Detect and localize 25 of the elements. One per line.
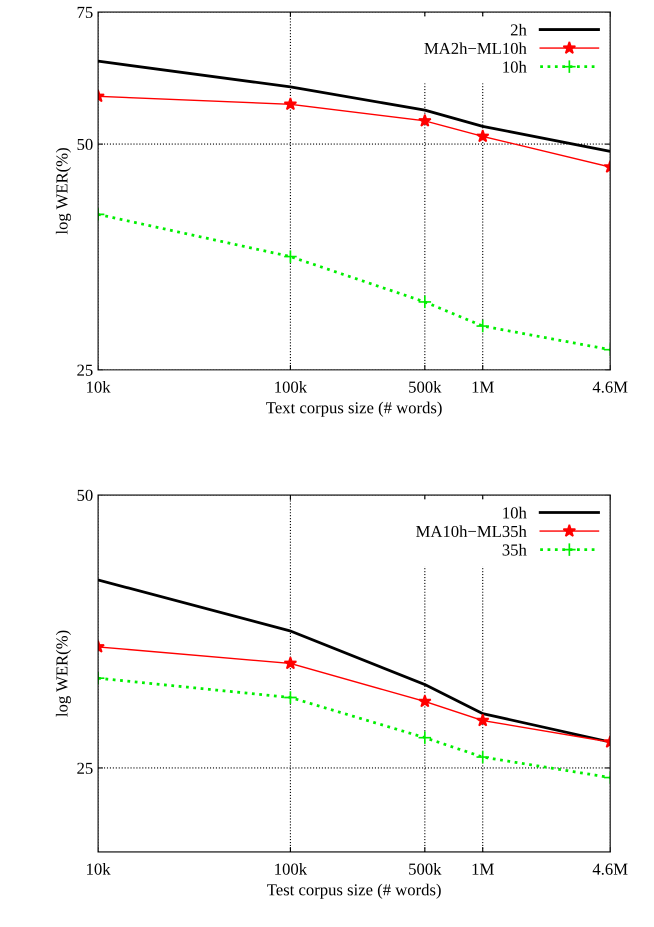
legend-label: 10h [503,506,527,519]
x-tick-label: 500k [409,380,442,393]
y-tick-label: 50 [78,490,93,501]
x-axis-title: Text corpus size (# words) [266,402,442,417]
x-axis-title: Test corpus size (# words) [267,884,441,899]
y-axis-title: log WER(%) [56,630,72,717]
y-tick-label: 75 [78,6,93,18]
y-tick-label: 25 [77,364,93,376]
legend-label: MA10h−ML35h [416,525,527,538]
legend-label: 10h [503,60,527,73]
y-tick-label: 50 [78,138,93,150]
x-tick-label: 10k [87,380,111,393]
x-tick-label: 500k [409,863,442,875]
legend-label: 2h [510,24,527,36]
x-tick-label: 4.6M [592,382,628,393]
x-tick-label: 10k [87,863,111,875]
x-tick-label: 4.6M [592,864,628,875]
y-axis-title: log WER(%) [56,148,72,234]
legend-label: 35h [502,544,527,556]
x-tick-label: 100k [275,380,308,393]
x-tick-label: 1M [472,864,494,875]
y-tick-label: 25 [77,762,93,774]
legend-label: MA2h−ML10h [424,42,527,54]
x-tick-label: 100k [275,863,308,875]
x-tick-label: 1M [472,382,494,393]
